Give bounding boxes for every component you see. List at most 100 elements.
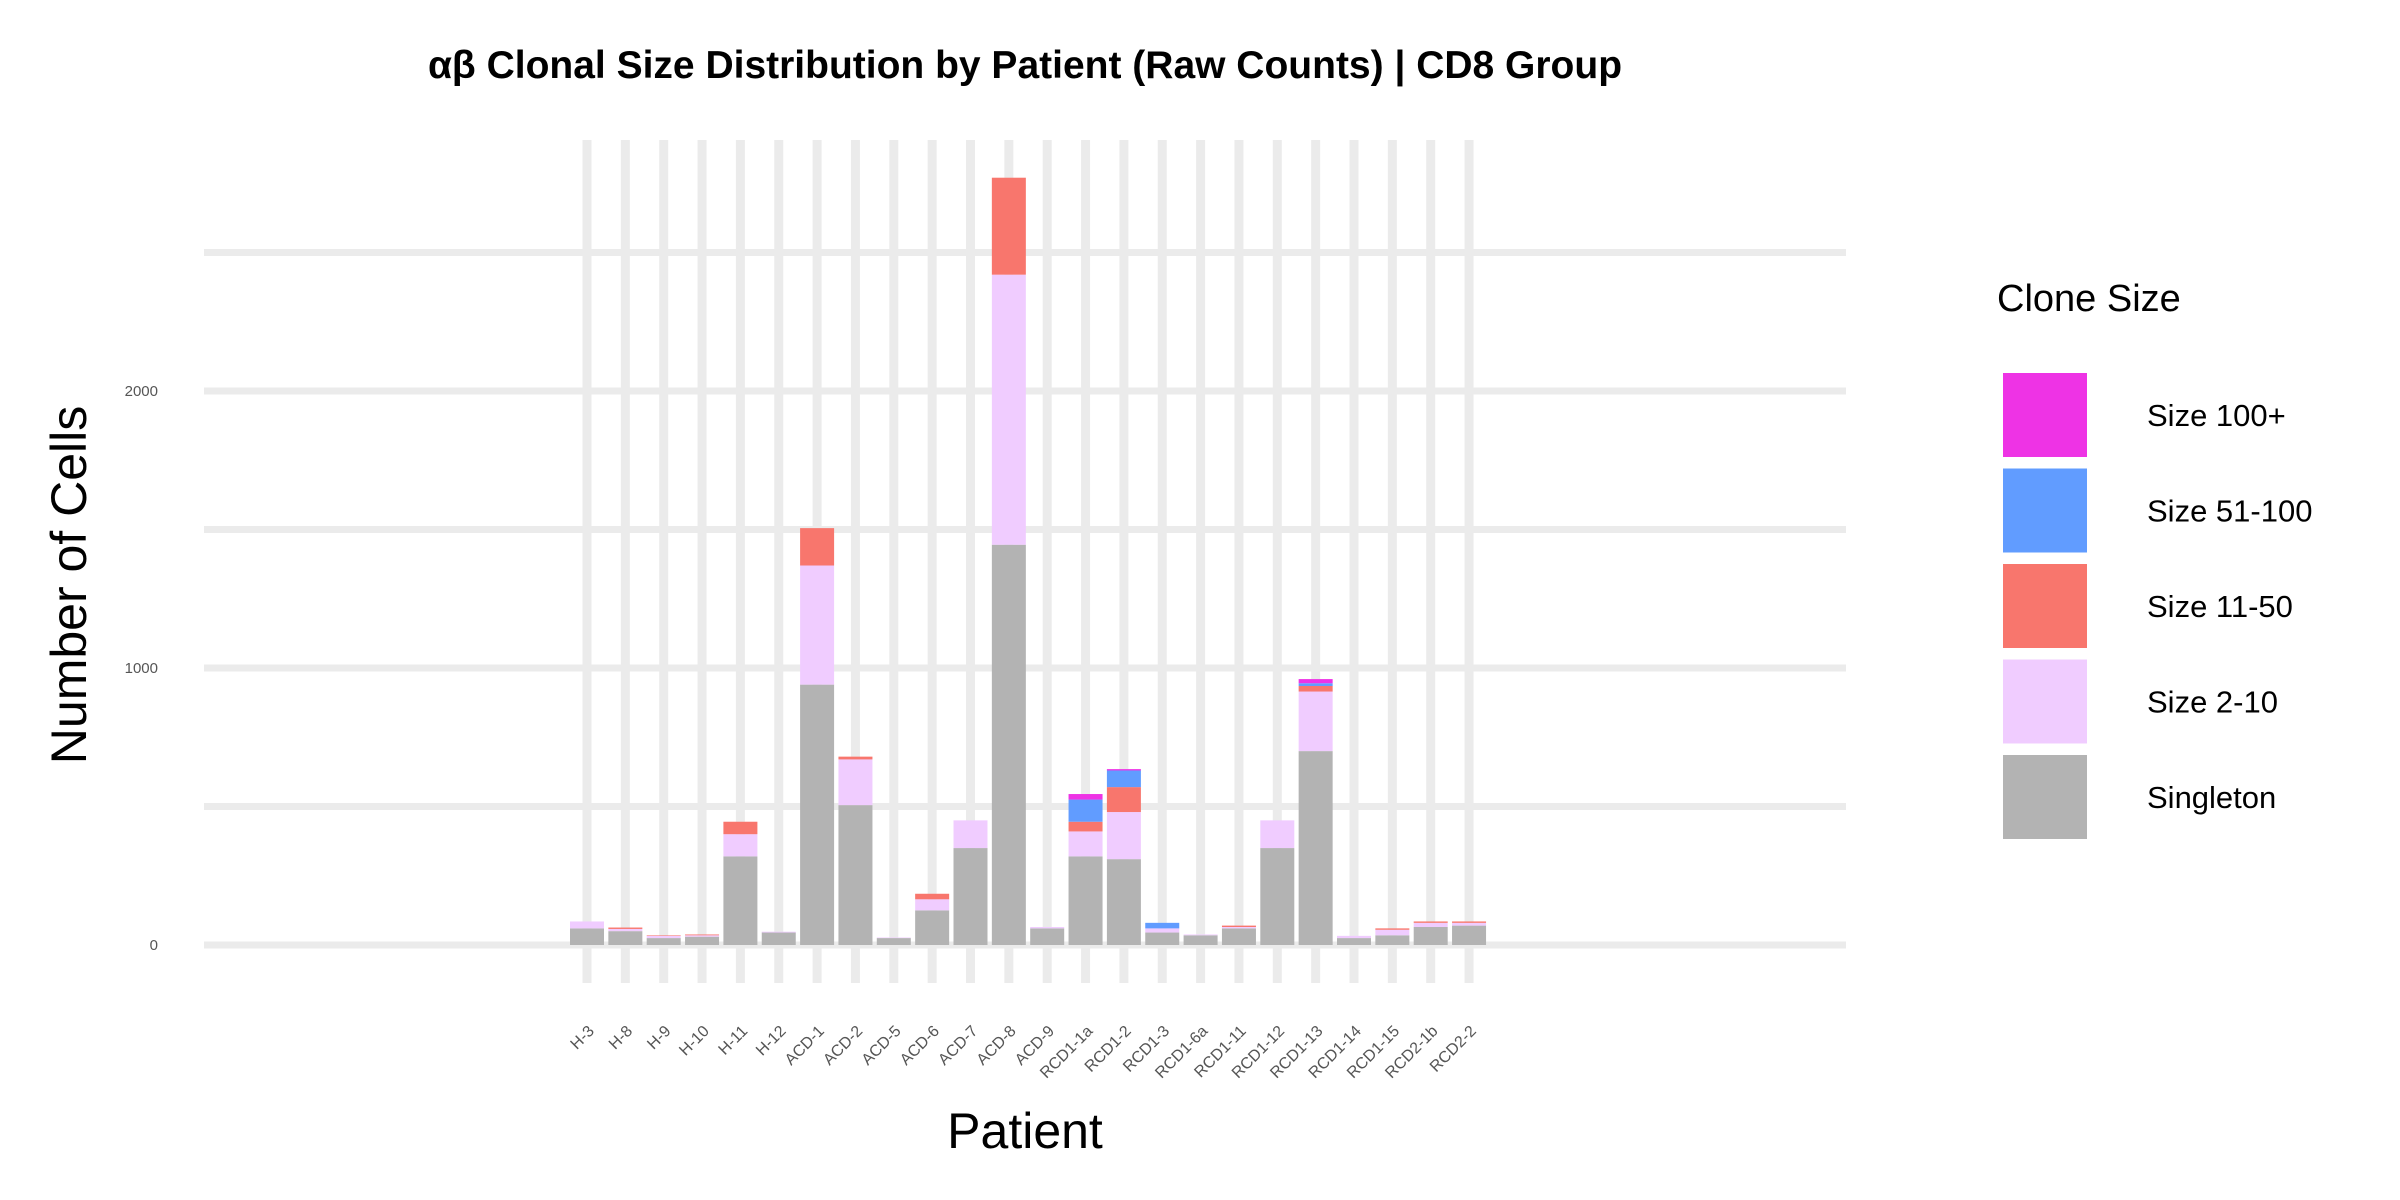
legend-swatch <box>2003 755 2087 839</box>
bar-segment <box>1413 922 1448 927</box>
bar-segment <box>1452 925 1487 945</box>
bar-segment <box>1337 938 1371 945</box>
x-axis-title: Patient <box>947 1103 1103 1159</box>
bar-segment <box>1068 794 1103 800</box>
bar-segment <box>1145 922 1180 929</box>
bar-segment <box>608 927 643 929</box>
x-tick-label: ACD-5 <box>859 1023 905 1069</box>
bar-segment <box>1260 848 1295 945</box>
x-tick-label: ACD-2 <box>820 1023 866 1069</box>
bar-segment <box>953 820 988 849</box>
bar-segment <box>646 935 681 936</box>
bar-segment <box>1375 928 1410 930</box>
legend-swatch <box>2003 468 2087 553</box>
bar-segment <box>1298 751 1333 945</box>
bar-segment <box>1298 686 1333 692</box>
bar-segment <box>646 935 681 939</box>
x-tick-label: ACD-1 <box>782 1023 828 1069</box>
bar-segment <box>1221 928 1256 945</box>
bar-segment <box>1145 932 1180 945</box>
y-tick-label: 1000 <box>125 660 158 677</box>
bar-segment <box>915 910 950 945</box>
bar-segment <box>991 274 1026 545</box>
x-tick-label: H-10 <box>676 1023 713 1060</box>
bar-segment <box>838 759 873 806</box>
legend-label: Size 100+ <box>2147 398 2286 433</box>
bar-segment <box>1106 787 1141 813</box>
x-tick-label: ACD-8 <box>974 1023 1020 1069</box>
bar-segment <box>1183 935 1218 945</box>
y-tick-label: 2000 <box>125 383 158 400</box>
x-tick-label: H-3 <box>568 1023 598 1053</box>
x-tick-label: ACD-6 <box>897 1023 943 1069</box>
bar-segment <box>1221 925 1256 927</box>
y-tick-label: 0 <box>150 937 158 954</box>
bar-segment <box>1145 928 1180 933</box>
legend-label: Size 2-10 <box>2147 685 2278 720</box>
bar-segment <box>723 856 758 945</box>
bar-segment <box>1030 928 1065 945</box>
bar-segment <box>1298 679 1333 684</box>
bar-segment <box>685 934 720 936</box>
x-tick-label: H-8 <box>606 1023 636 1053</box>
bar-segment <box>991 177 1026 275</box>
legend-label: Size 11-50 <box>2147 589 2293 624</box>
bar-segment <box>1375 929 1410 936</box>
bar-segment <box>838 805 873 945</box>
x-tick-labels: H-3 H-8 H-9 H-10 H-11 H-12ACD-1ACD-2ACD-5ACD-… <box>568 1023 1480 1082</box>
bar-segment <box>800 528 835 566</box>
legend-label: Singleton <box>2147 780 2276 815</box>
legend-swatch <box>2003 659 2087 744</box>
legend-swatch <box>2003 564 2087 648</box>
legend: Clone Size Size 100+ Size 51-100 Size 11-5… <box>1997 278 2312 839</box>
bar-segment <box>570 921 604 929</box>
bar-segment <box>646 938 681 945</box>
bar-segment <box>1183 934 1218 936</box>
bar-segment <box>953 848 988 945</box>
x-tick-label: H-9 <box>644 1023 674 1053</box>
bar-segment <box>1068 821 1103 832</box>
y-tick-labels: 0 1000 2000 <box>125 383 158 954</box>
bar-segment <box>685 936 720 945</box>
bar-segment <box>761 931 796 933</box>
x-tick-label: ACD-7 <box>935 1023 981 1069</box>
bar-segment <box>1413 926 1448 945</box>
bar-segment <box>608 931 643 945</box>
bar-segment <box>570 928 604 945</box>
bar-segment <box>1030 926 1065 929</box>
bar-segment <box>1260 820 1295 849</box>
bar-segment <box>608 928 643 932</box>
legend-title: Clone Size <box>1997 278 2181 320</box>
bar-segment <box>723 821 758 835</box>
bar-segment <box>876 938 911 945</box>
bar-segment <box>1337 935 1371 939</box>
y-axis-title: Number of Cells <box>41 406 97 764</box>
bar-segment <box>915 899 950 911</box>
bar-segment <box>1375 935 1410 945</box>
bar-segment <box>838 756 873 760</box>
bar-segment <box>1068 831 1103 857</box>
bar-segment <box>685 935 720 937</box>
bar-segment <box>1413 921 1448 923</box>
legend-label: Size 51-100 <box>2147 494 2312 529</box>
bar-segment <box>1452 922 1487 926</box>
bar-segment <box>723 834 758 857</box>
bar-segment <box>800 684 835 945</box>
legend-swatch <box>2003 373 2087 457</box>
chart-title: αβ Clonal Size Distribution by Patient (… <box>428 44 1622 87</box>
bar-segment <box>1106 812 1141 860</box>
bar-segment <box>1068 856 1103 945</box>
bar-segment <box>1106 769 1141 771</box>
bar-segment <box>915 893 950 900</box>
bar-segment <box>1106 770 1141 788</box>
bar-segment <box>1452 921 1487 923</box>
x-tick-label: H-11 <box>716 1023 752 1059</box>
bar-segment <box>876 937 911 939</box>
bar-segment <box>1106 859 1141 945</box>
bar-segment <box>1221 926 1256 929</box>
bar-segment <box>1298 691 1333 752</box>
bar-segment <box>761 932 796 945</box>
bar-segment <box>800 565 835 685</box>
bar-segment <box>991 544 1026 945</box>
